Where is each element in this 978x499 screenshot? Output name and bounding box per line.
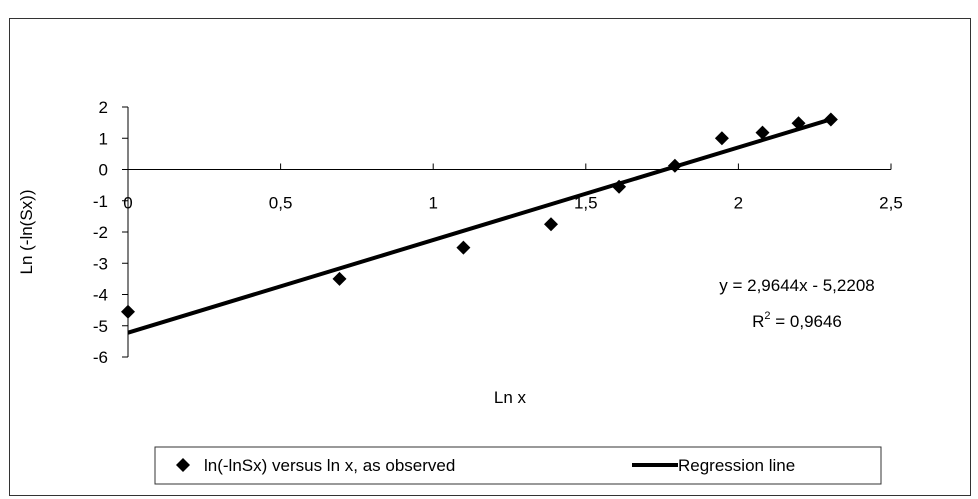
y-axis-title: Ln (-ln(Sx)) [17,189,36,274]
y-tick-label: -4 [93,286,108,305]
regression-line-group [127,117,832,335]
data-point [823,112,838,127]
data-point [714,131,729,146]
y-tick-label: -5 [93,317,108,336]
data-point [544,217,559,232]
y-tick-label: -1 [93,192,108,211]
data-point [612,179,627,194]
r2-value: = 0,9646 [771,312,842,331]
data-point [332,271,347,286]
r2-superscript: 2 [764,310,770,322]
r2-base: R [752,312,764,331]
legend-observed-label: ln(-lnSx) versus ln x, as observed [204,456,455,475]
legend-regression-label: Regression line [678,456,795,475]
data-point [755,125,770,140]
y-tick-label: -6 [93,348,108,367]
x-tick-label: 2,5 [879,194,903,213]
legend-diamond-marker [176,458,190,472]
regression-equation: y = 2,9644x - 5,2208 [719,276,874,295]
legend-box [154,446,882,485]
y-tick-label: 0 [99,161,108,180]
observed-points [121,112,838,319]
data-point [456,240,471,255]
data-point [121,304,135,319]
y-tick-label: -3 [93,254,108,273]
y-tick-label: -2 [93,223,108,242]
x-tick-label: 0,5 [269,194,293,213]
r-squared-label: R2 = 0,9646 [752,310,842,331]
x-axis: 0 0,5 1 1,5 2 2,5 [123,163,903,213]
regression-line [127,117,832,335]
x-tick-label: 2 [734,194,743,213]
chart-frame [9,18,971,496]
data-point [791,116,806,131]
x-axis-title: Ln x [494,388,527,407]
x-tick-label: 1,5 [574,194,598,213]
x-tick-label: 1 [428,194,437,213]
x-tick-label: 0 [123,194,132,213]
data-point [667,158,682,173]
y-axis: 2 1 0 -1 -2 -3 -4 -5 -6 [93,98,129,367]
y-tick-label: 1 [99,129,108,148]
y-tick-label: 2 [99,98,108,117]
